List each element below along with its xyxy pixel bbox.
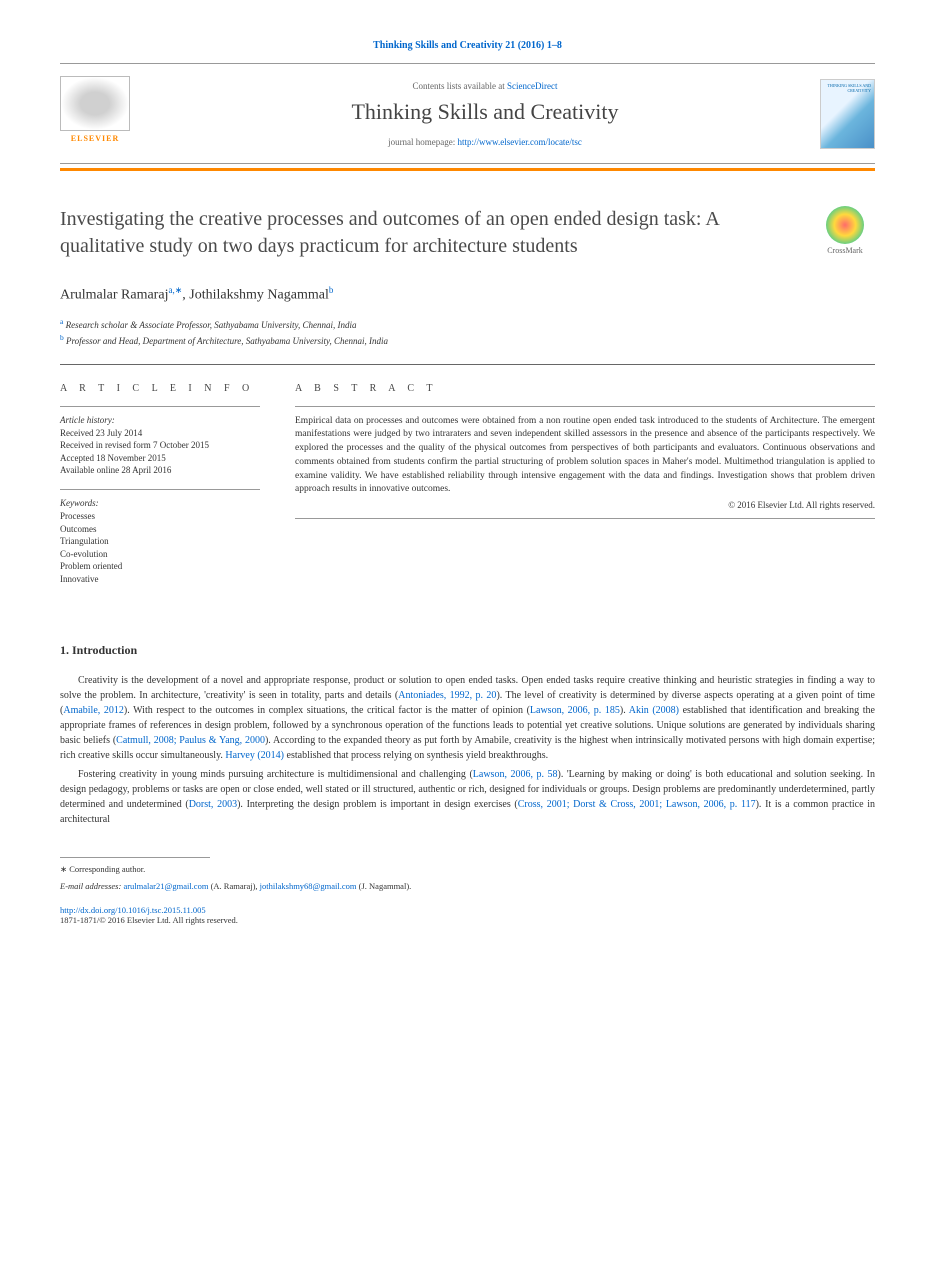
corresponding-author-note: ∗ Corresponding author. bbox=[60, 864, 875, 876]
citation-link[interactable]: Amabile, 2012 bbox=[63, 705, 124, 716]
author-sup: a,∗ bbox=[168, 285, 182, 295]
header-center: Contents lists available at ScienceDirec… bbox=[150, 81, 820, 147]
info-divider bbox=[60, 489, 260, 490]
homepage-prefix: journal homepage: bbox=[388, 137, 457, 147]
citation-link[interactable]: Dorst, 2003 bbox=[189, 799, 237, 810]
history-label: Article history: bbox=[60, 415, 260, 425]
section-heading: 1. Introduction bbox=[60, 643, 875, 658]
email-link[interactable]: jothilakshmy68@gmail.com bbox=[260, 881, 357, 891]
footnote-divider bbox=[60, 857, 210, 858]
body-paragraph: Creativity is the development of a novel… bbox=[60, 673, 875, 763]
text-run: established that process relying on synt… bbox=[284, 750, 548, 761]
article-info-column: A R T I C L E I N F O Article history: R… bbox=[60, 383, 260, 598]
email-label: E-mail addresses: bbox=[60, 881, 123, 891]
citation-link[interactable]: Akin (2008) bbox=[629, 705, 679, 716]
affil-text: Research scholar & Associate Professor, … bbox=[66, 320, 357, 330]
homepage-line: journal homepage: http://www.elsevier.co… bbox=[150, 137, 820, 147]
citation-link[interactable]: Harvey (2014) bbox=[225, 750, 284, 761]
abstract-text: Empirical data on processes and outcomes… bbox=[295, 415, 875, 498]
keyword: Triangulation bbox=[60, 535, 260, 548]
keyword: Outcomes bbox=[60, 523, 260, 536]
text-run: ). bbox=[620, 705, 629, 716]
email-who: (J. Nagammal) bbox=[359, 881, 410, 891]
history-item: Available online 28 April 2016 bbox=[60, 464, 260, 477]
publisher-name: ELSEVIER bbox=[60, 134, 130, 143]
contents-available-line: Contents lists available at ScienceDirec… bbox=[150, 81, 820, 91]
divider-orange-bar bbox=[60, 168, 875, 171]
text-run: ). With respect to the outcomes in compl… bbox=[124, 705, 530, 716]
elsevier-tree-icon bbox=[60, 76, 130, 131]
affiliations: a Research scholar & Associate Professor… bbox=[60, 316, 875, 349]
journal-title: Thinking Skills and Creativity bbox=[150, 99, 820, 125]
author-name: Arulmalar Ramaraj bbox=[60, 288, 168, 303]
text-run: Fostering creativity in young minds purs… bbox=[78, 769, 473, 780]
keyword: Innovative bbox=[60, 573, 260, 586]
abstract-copyright: © 2016 Elsevier Ltd. All rights reserved… bbox=[295, 500, 875, 510]
citation-link[interactable]: Catmull, 2008; Paulus & Yang, 2000 bbox=[116, 735, 265, 746]
journal-reference: Thinking Skills and Creativity 21 (2016)… bbox=[60, 40, 875, 51]
crossmark-label: CrossMark bbox=[815, 246, 875, 255]
history-item: Received 23 July 2014 bbox=[60, 427, 260, 440]
keyword: Processes bbox=[60, 510, 260, 523]
info-abstract-row: A R T I C L E I N F O Article history: R… bbox=[60, 383, 875, 598]
email-link[interactable]: arulmalar21@gmail.com bbox=[123, 881, 208, 891]
keywords-block: Keywords: Processes Outcomes Triangulati… bbox=[60, 498, 260, 586]
cover-title-text: THINKING SKILLS AND CREATIVITY bbox=[824, 83, 871, 93]
affiliation-line: a Research scholar & Associate Professor… bbox=[60, 316, 875, 333]
affil-sup: b bbox=[60, 333, 64, 342]
email-who: (A. Ramaraj) bbox=[211, 881, 256, 891]
issn-copyright-line: 1871-1871/© 2016 Elsevier Ltd. All right… bbox=[60, 915, 875, 925]
info-divider bbox=[60, 406, 260, 407]
abstract-column: A B S T R A C T Empirical data on proces… bbox=[295, 383, 875, 598]
affil-text: Professor and Head, Department of Archit… bbox=[66, 336, 388, 346]
article-info-heading: A R T I C L E I N F O bbox=[60, 383, 260, 394]
keyword: Problem oriented bbox=[60, 560, 260, 573]
homepage-link[interactable]: http://www.elsevier.com/locate/tsc bbox=[458, 137, 582, 147]
contents-prefix: Contents lists available at bbox=[413, 81, 507, 91]
article-title: Investigating the creative processes and… bbox=[60, 206, 795, 260]
sciencedirect-link[interactable]: ScienceDirect bbox=[507, 81, 557, 91]
citation-link[interactable]: Lawson, 2006, p. 185 bbox=[530, 705, 620, 716]
citation-link[interactable]: Cross, 2001; Dorst & Cross, 2001; Lawson… bbox=[518, 799, 756, 810]
crossmark-badge[interactable]: CrossMark bbox=[815, 206, 875, 255]
author-name: Jothilakshmy Nagammal bbox=[189, 288, 329, 303]
citation-link[interactable]: Lawson, 2006, p. 58 bbox=[473, 769, 558, 780]
keywords-label: Keywords: bbox=[60, 498, 260, 508]
history-item: Accepted 18 November 2015 bbox=[60, 452, 260, 465]
article-history-block: Article history: Received 23 July 2014 R… bbox=[60, 415, 260, 477]
affiliation-line: b Professor and Head, Department of Arch… bbox=[60, 332, 875, 349]
doi-line: http://dx.doi.org/10.1016/j.tsc.2015.11.… bbox=[60, 905, 875, 915]
text-run: ). Interpreting the design problem is im… bbox=[237, 799, 518, 810]
abstract-divider bbox=[295, 406, 875, 407]
journal-header: ELSEVIER Contents lists available at Sci… bbox=[60, 63, 875, 164]
crossmark-icon bbox=[826, 206, 864, 244]
history-item: Received in revised form 7 October 2015 bbox=[60, 439, 260, 452]
abstract-heading: A B S T R A C T bbox=[295, 383, 875, 394]
doi-link[interactable]: http://dx.doi.org/10.1016/j.tsc.2015.11.… bbox=[60, 905, 206, 915]
email-addresses-line: E-mail addresses: arulmalar21@gmail.com … bbox=[60, 881, 875, 893]
author-sup: b bbox=[329, 285, 334, 295]
abstract-divider bbox=[295, 518, 875, 519]
journal-cover-thumbnail: THINKING SKILLS AND CREATIVITY bbox=[820, 79, 875, 149]
body-paragraph: Fostering creativity in young minds purs… bbox=[60, 767, 875, 827]
citation-link[interactable]: Antoniades, 1992, p. 20 bbox=[398, 690, 496, 701]
affil-sup: a bbox=[60, 317, 63, 326]
divider bbox=[60, 364, 875, 365]
publisher-logo: ELSEVIER bbox=[60, 76, 130, 151]
authors-line: Arulmalar Ramaraja,∗, Jothilakshmy Nagam… bbox=[60, 285, 875, 304]
keyword: Co-evolution bbox=[60, 548, 260, 561]
title-row: Investigating the creative processes and… bbox=[60, 206, 875, 260]
